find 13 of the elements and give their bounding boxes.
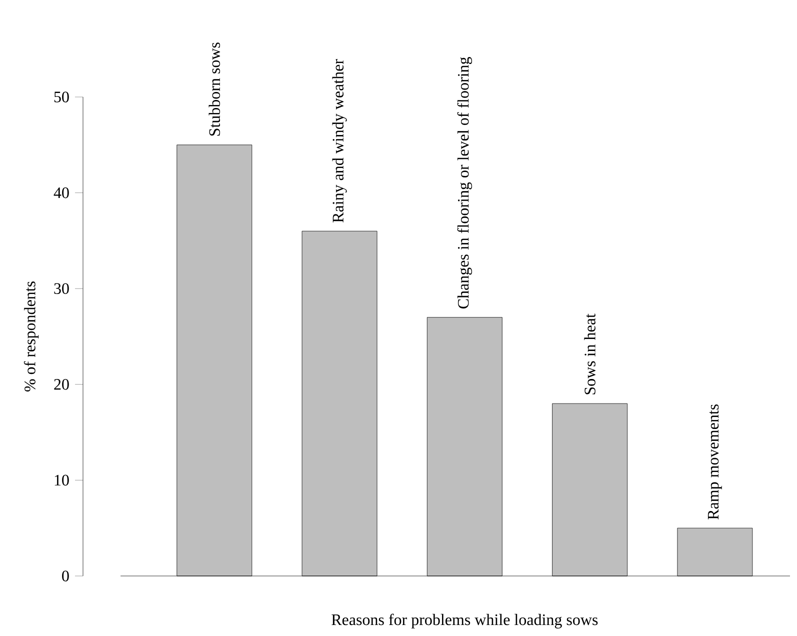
y-tick-label: 20: [54, 378, 69, 390]
y-axis-title: % of respondents: [24, 282, 39, 392]
y-tick-label: 0: [62, 570, 69, 582]
x-tick-label: Stubborn sows: [208, 42, 220, 136]
y-tick-label: 10: [54, 474, 69, 486]
x-tick-label: Sows in heat: [584, 314, 596, 394]
y-tick-label: 30: [54, 283, 69, 294]
x-tick-label: Changes in flooring or level of flooring: [457, 57, 472, 308]
x-tick-label: Ramp movements: [708, 404, 722, 520]
y-tick-label: 50: [54, 92, 69, 102]
x-axis-title: Reasons for problems while loading sows: [332, 614, 598, 628]
y-tick-label: 40: [54, 187, 69, 198]
x-tick-label: Rainy and windy weather: [332, 59, 347, 222]
